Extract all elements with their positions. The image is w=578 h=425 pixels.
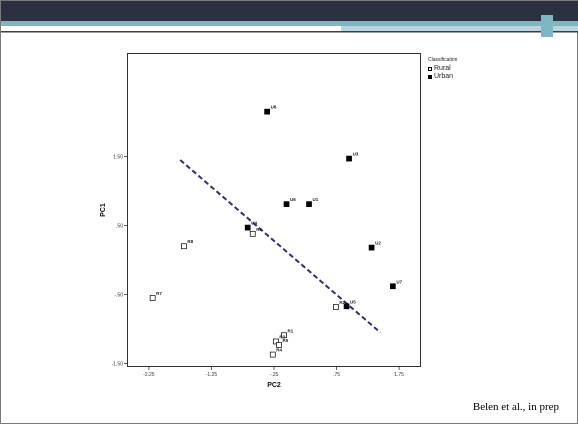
legend-label-rural: Rural (434, 65, 451, 72)
header-dark-bar (1, 1, 578, 21)
legend-item-urban: Urban (428, 73, 457, 81)
point-u3 (346, 155, 352, 162)
point-u8 (264, 108, 270, 115)
y-tick-label: 1.50 (113, 154, 123, 160)
x-axis-title: PC2 (267, 382, 281, 389)
legend-label-urban: Urban (434, 73, 454, 80)
point-label-u4: U4 (251, 221, 257, 226)
citation: Belen et al., in prep (472, 401, 559, 413)
point-u5 (343, 303, 350, 310)
y-axis-title: PC1 (100, 203, 107, 217)
point-label-u8: U8 (271, 105, 277, 110)
point-label-u5: U5 (350, 299, 356, 304)
legend-item-rural: Rural (428, 65, 457, 73)
point-label-r2: R2 (339, 300, 345, 305)
point-u6 (283, 201, 290, 207)
ticks-layer: -2.25 -1.25 -.25 .75 1.75 1.50 .50 -.50 -1.50 (112, 154, 405, 378)
header-band (1, 1, 578, 37)
point-u7 (390, 283, 396, 290)
point-r6 (249, 230, 256, 237)
x-tick-label: -.25 (270, 372, 279, 378)
point-r3 (273, 338, 279, 345)
plot-frame (127, 53, 421, 367)
point-r2 (333, 304, 339, 310)
point-label-u7: U7 (396, 279, 402, 284)
legend-title: Classification (428, 57, 458, 63)
header-right-accent (541, 15, 553, 37)
x-tick-label: .75 (333, 372, 340, 378)
point-label-r1: R1 (288, 328, 294, 333)
point-label-r8: R8 (187, 239, 193, 244)
y-tick-label: -.50 (114, 292, 123, 298)
point-r8 (181, 243, 187, 250)
rural-swatch-icon (428, 67, 432, 71)
point-label-r3: R3 (279, 334, 285, 339)
urban-swatch-icon (428, 75, 432, 79)
point-label-r7: R7 (156, 291, 162, 296)
header-teal-stripe (1, 21, 578, 26)
reference-line-layer (179, 159, 381, 334)
point-label-u6: U6 (290, 197, 296, 202)
point-r5 (276, 342, 282, 348)
point-r7 (149, 295, 156, 301)
point-label-u1: U1 (313, 197, 319, 202)
point-u1 (306, 201, 312, 207)
point-u4 (244, 224, 251, 231)
point-label-u3: U3 (353, 152, 359, 157)
point-r4 (269, 351, 276, 358)
x-tick-label: -2.25 (143, 372, 155, 378)
point-label-r5: R5 (283, 338, 289, 343)
y-tick-label: -1.50 (112, 361, 124, 367)
legend: Classification Rural Urban (428, 57, 457, 81)
point-r1 (281, 332, 287, 339)
x-tick-label: -1.25 (206, 372, 218, 378)
x-tick-label: 1.75 (394, 372, 404, 378)
point-u2 (368, 244, 375, 251)
header-divider-line (1, 31, 578, 33)
classification-boundary-line (179, 159, 381, 334)
point-label-r4: R4 (276, 348, 282, 353)
point-label-r6: R6 (256, 227, 262, 232)
header-light-stripe (341, 26, 578, 32)
point-label-u2: U2 (375, 241, 381, 246)
y-tick-label: .50 (116, 223, 123, 229)
